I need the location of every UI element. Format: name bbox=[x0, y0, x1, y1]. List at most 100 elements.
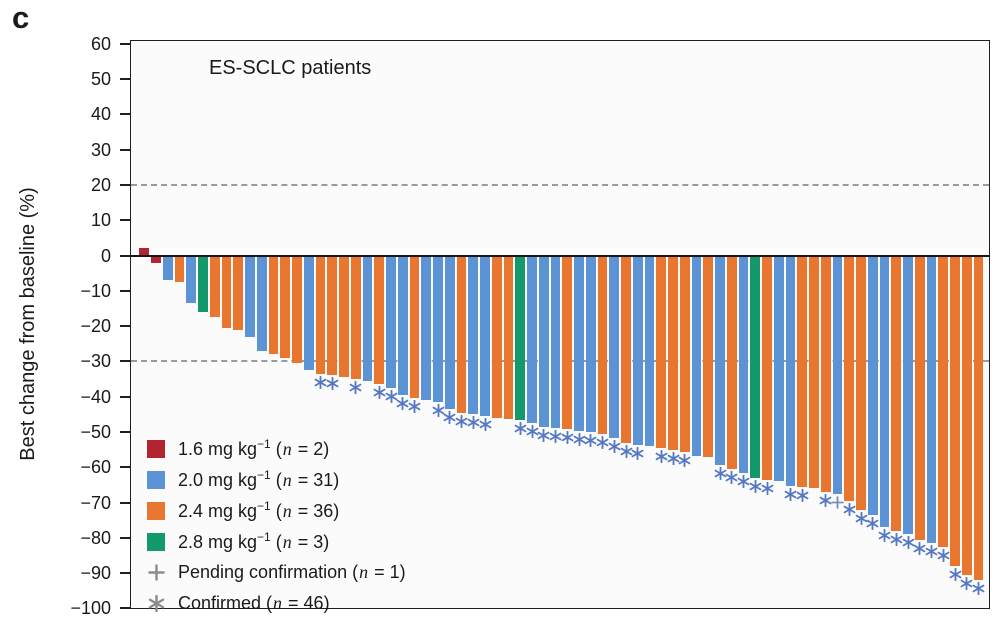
confirmed-marker bbox=[596, 435, 609, 450]
patient-bar bbox=[574, 255, 584, 431]
y-tick-label: 20 bbox=[90, 174, 111, 195]
pending-marker bbox=[831, 496, 844, 509]
confirmed-marker bbox=[373, 386, 386, 400]
confirmed-marker bbox=[314, 375, 327, 389]
legend-dose-2.0: 2.0 mg kg−1 (n = 31) bbox=[147, 464, 406, 495]
confirmed-marker bbox=[455, 414, 468, 428]
patient-bar bbox=[350, 255, 361, 379]
patient-bar bbox=[914, 255, 925, 540]
patient-bar bbox=[621, 255, 631, 444]
y-tick bbox=[120, 572, 131, 575]
y-tick bbox=[120, 183, 131, 186]
patient-bar bbox=[221, 255, 232, 328]
patient-bar bbox=[491, 255, 502, 418]
patient-bar bbox=[832, 255, 843, 495]
y-tick-label: 10 bbox=[90, 210, 111, 231]
patient-bar bbox=[703, 255, 714, 457]
legend-label: Confirmed (n = 46) bbox=[178, 593, 330, 613]
patient-bar bbox=[480, 255, 490, 417]
patient-bar bbox=[668, 255, 678, 450]
confirmed-marker bbox=[326, 377, 339, 391]
panel-label: c bbox=[12, 0, 30, 35]
legend-asterisk: Confirmed (n = 46) bbox=[147, 588, 406, 619]
y-tick bbox=[120, 42, 131, 45]
patient-bar bbox=[245, 255, 255, 337]
patient-bar bbox=[715, 255, 725, 465]
patient-bar bbox=[726, 255, 737, 469]
confirmed-marker bbox=[584, 433, 597, 448]
confirmed-marker bbox=[631, 446, 644, 461]
y-tick-label: 50 bbox=[90, 69, 111, 90]
confirmed-marker bbox=[526, 424, 539, 439]
patient-bar bbox=[973, 255, 984, 581]
confirmed-marker bbox=[678, 453, 691, 467]
patient-bar bbox=[374, 255, 385, 385]
legend-label: 2.8 mg kg−1 (n = 3) bbox=[178, 530, 330, 552]
patient-bar bbox=[421, 255, 432, 401]
patient-bar bbox=[738, 255, 749, 474]
patient-bar bbox=[186, 255, 197, 304]
patient-bar bbox=[820, 255, 831, 492]
patient-bar bbox=[750, 255, 761, 479]
patient-bar bbox=[174, 255, 185, 282]
y-tick bbox=[120, 113, 131, 116]
patient-bar bbox=[844, 255, 855, 501]
patient-bar bbox=[256, 255, 267, 351]
confirmed-marker bbox=[608, 439, 621, 453]
patient-bar bbox=[397, 255, 408, 395]
patient-bar bbox=[785, 255, 796, 486]
confirmed-marker bbox=[925, 544, 938, 559]
y-tick-label: −70 bbox=[80, 492, 111, 513]
y-tick bbox=[120, 360, 131, 363]
chart-title: ES-SCLC patients bbox=[209, 57, 372, 79]
plus-icon bbox=[147, 564, 165, 582]
y-tick-label: −80 bbox=[80, 527, 111, 548]
confirmed-marker bbox=[549, 430, 562, 444]
patient-bar bbox=[209, 255, 220, 318]
patient-bar bbox=[961, 255, 972, 575]
y-tick bbox=[120, 395, 131, 398]
confirmed-marker bbox=[443, 410, 456, 425]
confirmed-marker bbox=[878, 529, 891, 543]
confirmed-marker bbox=[737, 475, 750, 489]
confirmed-marker bbox=[949, 567, 962, 582]
confirmed-marker bbox=[843, 502, 856, 516]
confirmed-marker bbox=[902, 536, 915, 550]
patient-bar bbox=[198, 255, 208, 312]
confirmed-marker bbox=[784, 487, 797, 501]
confirmed-marker bbox=[960, 576, 973, 591]
y-tick bbox=[120, 466, 131, 469]
patient-bar bbox=[456, 255, 467, 413]
legend: 1.6 mg kg−1 (n = 2) 2.0 mg kg−1 (n = 31) 2… bbox=[147, 433, 406, 619]
patient-bar bbox=[856, 255, 866, 510]
confirmed-marker bbox=[714, 466, 727, 480]
y-tick-label: −100 bbox=[70, 598, 111, 619]
confirmed-marker bbox=[514, 421, 527, 436]
patient-bar bbox=[386, 255, 396, 388]
confirmed-marker bbox=[725, 470, 738, 485]
patient-bar bbox=[562, 255, 573, 430]
y-tick bbox=[120, 254, 131, 257]
y-tick-label: −90 bbox=[80, 563, 111, 584]
patient-bar bbox=[444, 255, 455, 409]
dose-swatch-icon bbox=[147, 470, 165, 489]
patient-bar bbox=[538, 255, 549, 427]
patient-bar bbox=[339, 255, 349, 378]
patient-bar bbox=[597, 255, 608, 435]
legend-plus: Pending confirmation (n = 1) bbox=[147, 557, 406, 588]
patient-bar bbox=[691, 255, 702, 456]
confirmed-marker bbox=[620, 445, 633, 459]
y-tick bbox=[120, 289, 131, 292]
legend-label: 2.4 mg kg−1 (n = 36) bbox=[178, 499, 340, 521]
patient-bar bbox=[632, 255, 643, 445]
y-tick-label: −10 bbox=[80, 280, 111, 301]
patient-bar bbox=[679, 255, 690, 452]
confirmed-marker bbox=[432, 403, 445, 418]
patient-bar bbox=[938, 255, 949, 547]
legend-label: 1.6 mg kg−1 (n = 2) bbox=[178, 437, 330, 459]
confirmed-marker bbox=[890, 532, 903, 546]
confirmed-marker bbox=[667, 451, 680, 466]
patient-bar bbox=[433, 255, 443, 402]
y-tick bbox=[120, 430, 131, 433]
